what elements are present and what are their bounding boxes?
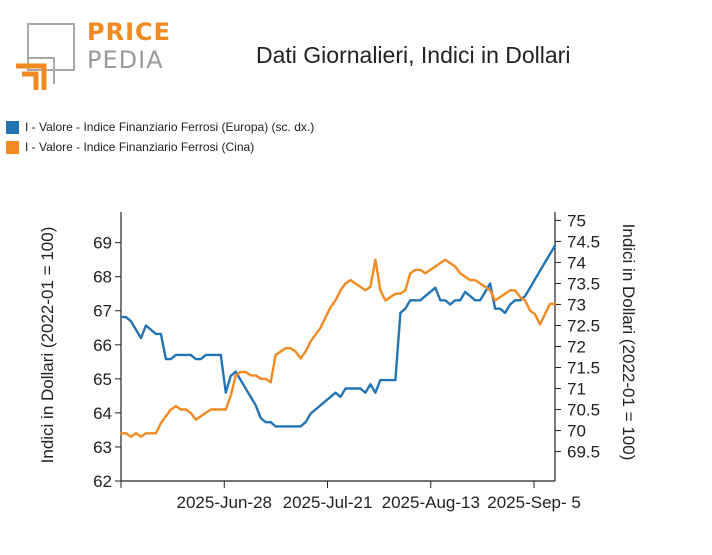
series-line-cina xyxy=(119,258,557,438)
y-right-tick-label: 69.5 xyxy=(567,443,600,462)
y-right-tick-label: 75 xyxy=(567,211,586,230)
logo-word-pedia: PEDIA xyxy=(87,46,164,74)
y-axis-left-title: Indici in Dollari (2022-01 = 100) xyxy=(38,227,57,464)
y-right-tick-label: 74 xyxy=(567,253,586,272)
y-left-tick-label: 69 xyxy=(93,234,112,253)
y-right-tick-label: 73 xyxy=(567,295,586,314)
series-line-europa xyxy=(119,244,557,428)
legend-label-cina: I - Valore - Indice Finanziario Ferrosi … xyxy=(25,140,255,154)
y-axis-right-title: Indici in Dollari (2022-01 = 100) xyxy=(619,224,638,461)
pricepedia-logo: PRICE PEDIA xyxy=(8,18,170,92)
y-right-tick-label: 70 xyxy=(567,422,586,441)
legend: I - Valore - Indice Finanziario Ferrosi … xyxy=(6,117,314,157)
y-right-tick-label: 70.5 xyxy=(567,401,600,420)
chart-title: Dati Giornalieri, Indici in Dollari xyxy=(256,42,571,68)
x-tick-label: 2025-Jun-28 xyxy=(177,493,272,512)
y-left-tick-label: 67 xyxy=(93,302,112,321)
y-right-tick-label: 72.5 xyxy=(567,316,600,335)
y-left-tick-label: 62 xyxy=(93,472,112,491)
legend-label-europa: I - Valore - Indice Finanziario Ferrosi … xyxy=(25,120,315,134)
y-left-tick-label: 68 xyxy=(93,268,112,287)
legend-item-cina[interactable]: I - Valore - Indice Finanziario Ferrosi … xyxy=(6,137,314,157)
logo-mark-icon xyxy=(16,23,75,90)
plot-lines xyxy=(119,244,557,438)
axes: 62 63 64 65 66 67 68 69 69.5 70 70.5 71 71.5 72 72.5 73… xyxy=(93,211,600,512)
x-tick-label: 2025-Sep- 5 xyxy=(487,493,581,512)
legend-swatch-europa xyxy=(6,120,19,134)
y-left-tick-label: 65 xyxy=(93,370,112,389)
y-left-tick-label: 64 xyxy=(93,404,112,423)
legend-swatch-cina xyxy=(6,140,19,154)
x-tick-label: 2025-Jul-21 xyxy=(283,493,373,512)
y-left-tick-label: 63 xyxy=(93,438,112,457)
logo-word-price: PRICE xyxy=(87,18,172,46)
y-right-tick-label: 73.5 xyxy=(567,274,600,293)
y-right-tick-label: 74.5 xyxy=(567,232,600,251)
y-left-tick-label: 66 xyxy=(93,336,112,355)
y-right-tick-label: 71 xyxy=(567,380,586,399)
y-right-tick-label: 72 xyxy=(567,338,586,357)
legend-item-europa[interactable]: I - Valore - Indice Finanziario Ferrosi … xyxy=(6,117,314,137)
x-tick-label: 2025-Aug-13 xyxy=(382,493,480,512)
y-right-tick-label: 71.5 xyxy=(567,359,600,378)
